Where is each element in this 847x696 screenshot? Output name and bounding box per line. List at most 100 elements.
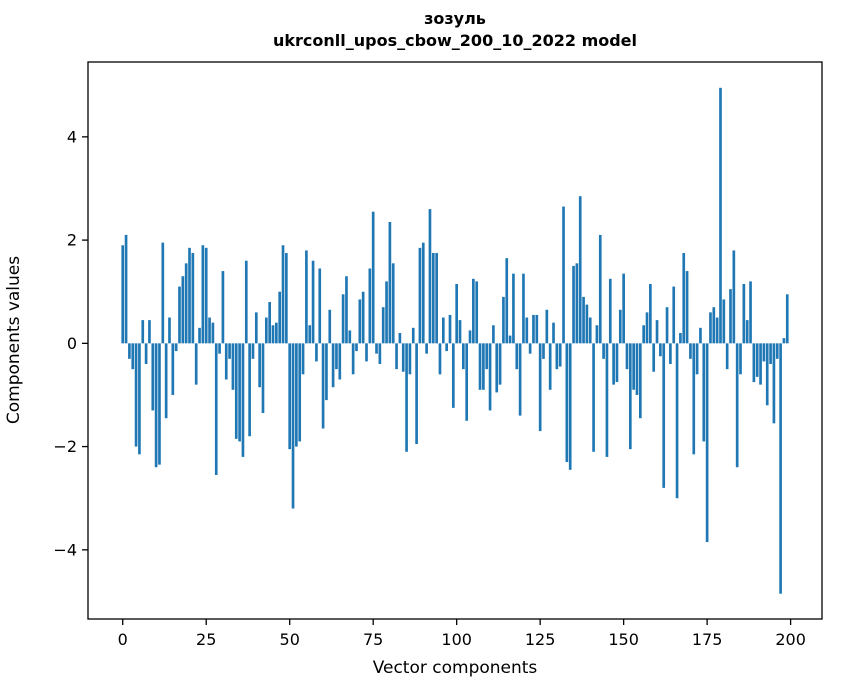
bar xyxy=(665,307,669,344)
bar xyxy=(214,343,218,475)
bar xyxy=(458,320,462,344)
bar xyxy=(639,343,642,419)
bar xyxy=(595,325,599,344)
x-tick-label: 200 xyxy=(775,630,806,649)
bar xyxy=(655,320,659,344)
bar xyxy=(772,343,776,424)
bar xyxy=(181,276,185,344)
bar xyxy=(699,327,702,344)
bar xyxy=(528,343,532,354)
bar xyxy=(315,343,318,362)
bar xyxy=(722,299,726,344)
bar xyxy=(388,222,392,344)
bar xyxy=(512,273,515,344)
bar xyxy=(258,343,261,388)
bar xyxy=(134,343,138,447)
chart-title-model: ukrconll_upos_cbow_200_10_2022 model xyxy=(272,30,638,50)
bar xyxy=(161,242,165,344)
bar xyxy=(191,253,195,344)
bar xyxy=(645,312,649,344)
y-tick-label: −2 xyxy=(53,437,77,456)
bar xyxy=(745,320,749,344)
bar xyxy=(154,343,158,468)
bar xyxy=(194,343,198,385)
bar xyxy=(575,263,579,344)
bar xyxy=(368,268,372,344)
bar xyxy=(532,314,535,344)
bar xyxy=(378,343,382,364)
bar xyxy=(298,343,302,442)
bar xyxy=(321,343,325,429)
bar xyxy=(361,291,365,344)
bar xyxy=(405,343,408,452)
bar xyxy=(341,294,345,344)
bar xyxy=(174,343,178,352)
bar xyxy=(218,343,221,354)
bar xyxy=(659,343,662,357)
bar xyxy=(415,343,418,444)
bar xyxy=(692,343,696,455)
bar xyxy=(438,343,442,375)
bar xyxy=(709,312,712,344)
bar xyxy=(719,87,722,344)
x-tick-label: 125 xyxy=(525,630,556,649)
bar xyxy=(208,317,211,344)
bar xyxy=(672,286,676,344)
bar xyxy=(291,343,295,509)
bar xyxy=(478,343,482,390)
bar xyxy=(525,317,529,344)
bar xyxy=(281,245,285,344)
bar xyxy=(762,343,766,362)
bar xyxy=(702,343,706,442)
bar xyxy=(649,283,652,344)
bar xyxy=(502,296,505,344)
bar xyxy=(608,278,612,344)
bar xyxy=(268,302,271,344)
bar xyxy=(715,317,719,344)
y-ticks: −4 −2 0 2 4 xyxy=(53,127,88,559)
bar xyxy=(475,281,479,344)
bar xyxy=(448,314,452,344)
bar xyxy=(578,196,582,344)
bar xyxy=(144,343,148,364)
x-tick-label: 150 xyxy=(608,630,639,649)
bar xyxy=(592,343,595,452)
bar xyxy=(184,263,188,344)
bar xyxy=(171,343,175,395)
bar xyxy=(355,343,358,352)
bar xyxy=(729,289,732,344)
bar xyxy=(445,343,448,352)
bar xyxy=(685,271,689,344)
bar xyxy=(398,333,402,344)
bar xyxy=(542,343,545,359)
bar xyxy=(224,343,228,380)
bar xyxy=(248,343,251,437)
bar xyxy=(138,343,141,455)
bar xyxy=(431,253,435,344)
bar xyxy=(755,343,759,377)
bar xyxy=(498,343,502,385)
bar xyxy=(358,299,362,344)
bar xyxy=(585,304,589,344)
bar xyxy=(148,320,151,344)
bar xyxy=(739,343,742,375)
bar xyxy=(615,343,619,383)
bar xyxy=(311,260,315,344)
bar xyxy=(712,307,716,344)
bar xyxy=(395,343,398,370)
bar xyxy=(515,343,519,370)
bar xyxy=(241,343,245,457)
bar xyxy=(472,278,475,344)
bar xyxy=(385,281,388,344)
x-tick-label: 75 xyxy=(363,630,383,649)
bar xyxy=(124,234,128,344)
bar xyxy=(495,343,499,393)
bar xyxy=(465,343,469,421)
bar xyxy=(308,325,312,344)
bar xyxy=(705,343,709,543)
bar xyxy=(765,343,769,406)
y-tick-label: −4 xyxy=(53,540,77,559)
bar xyxy=(485,343,489,370)
x-tick-label: 25 xyxy=(196,630,216,649)
